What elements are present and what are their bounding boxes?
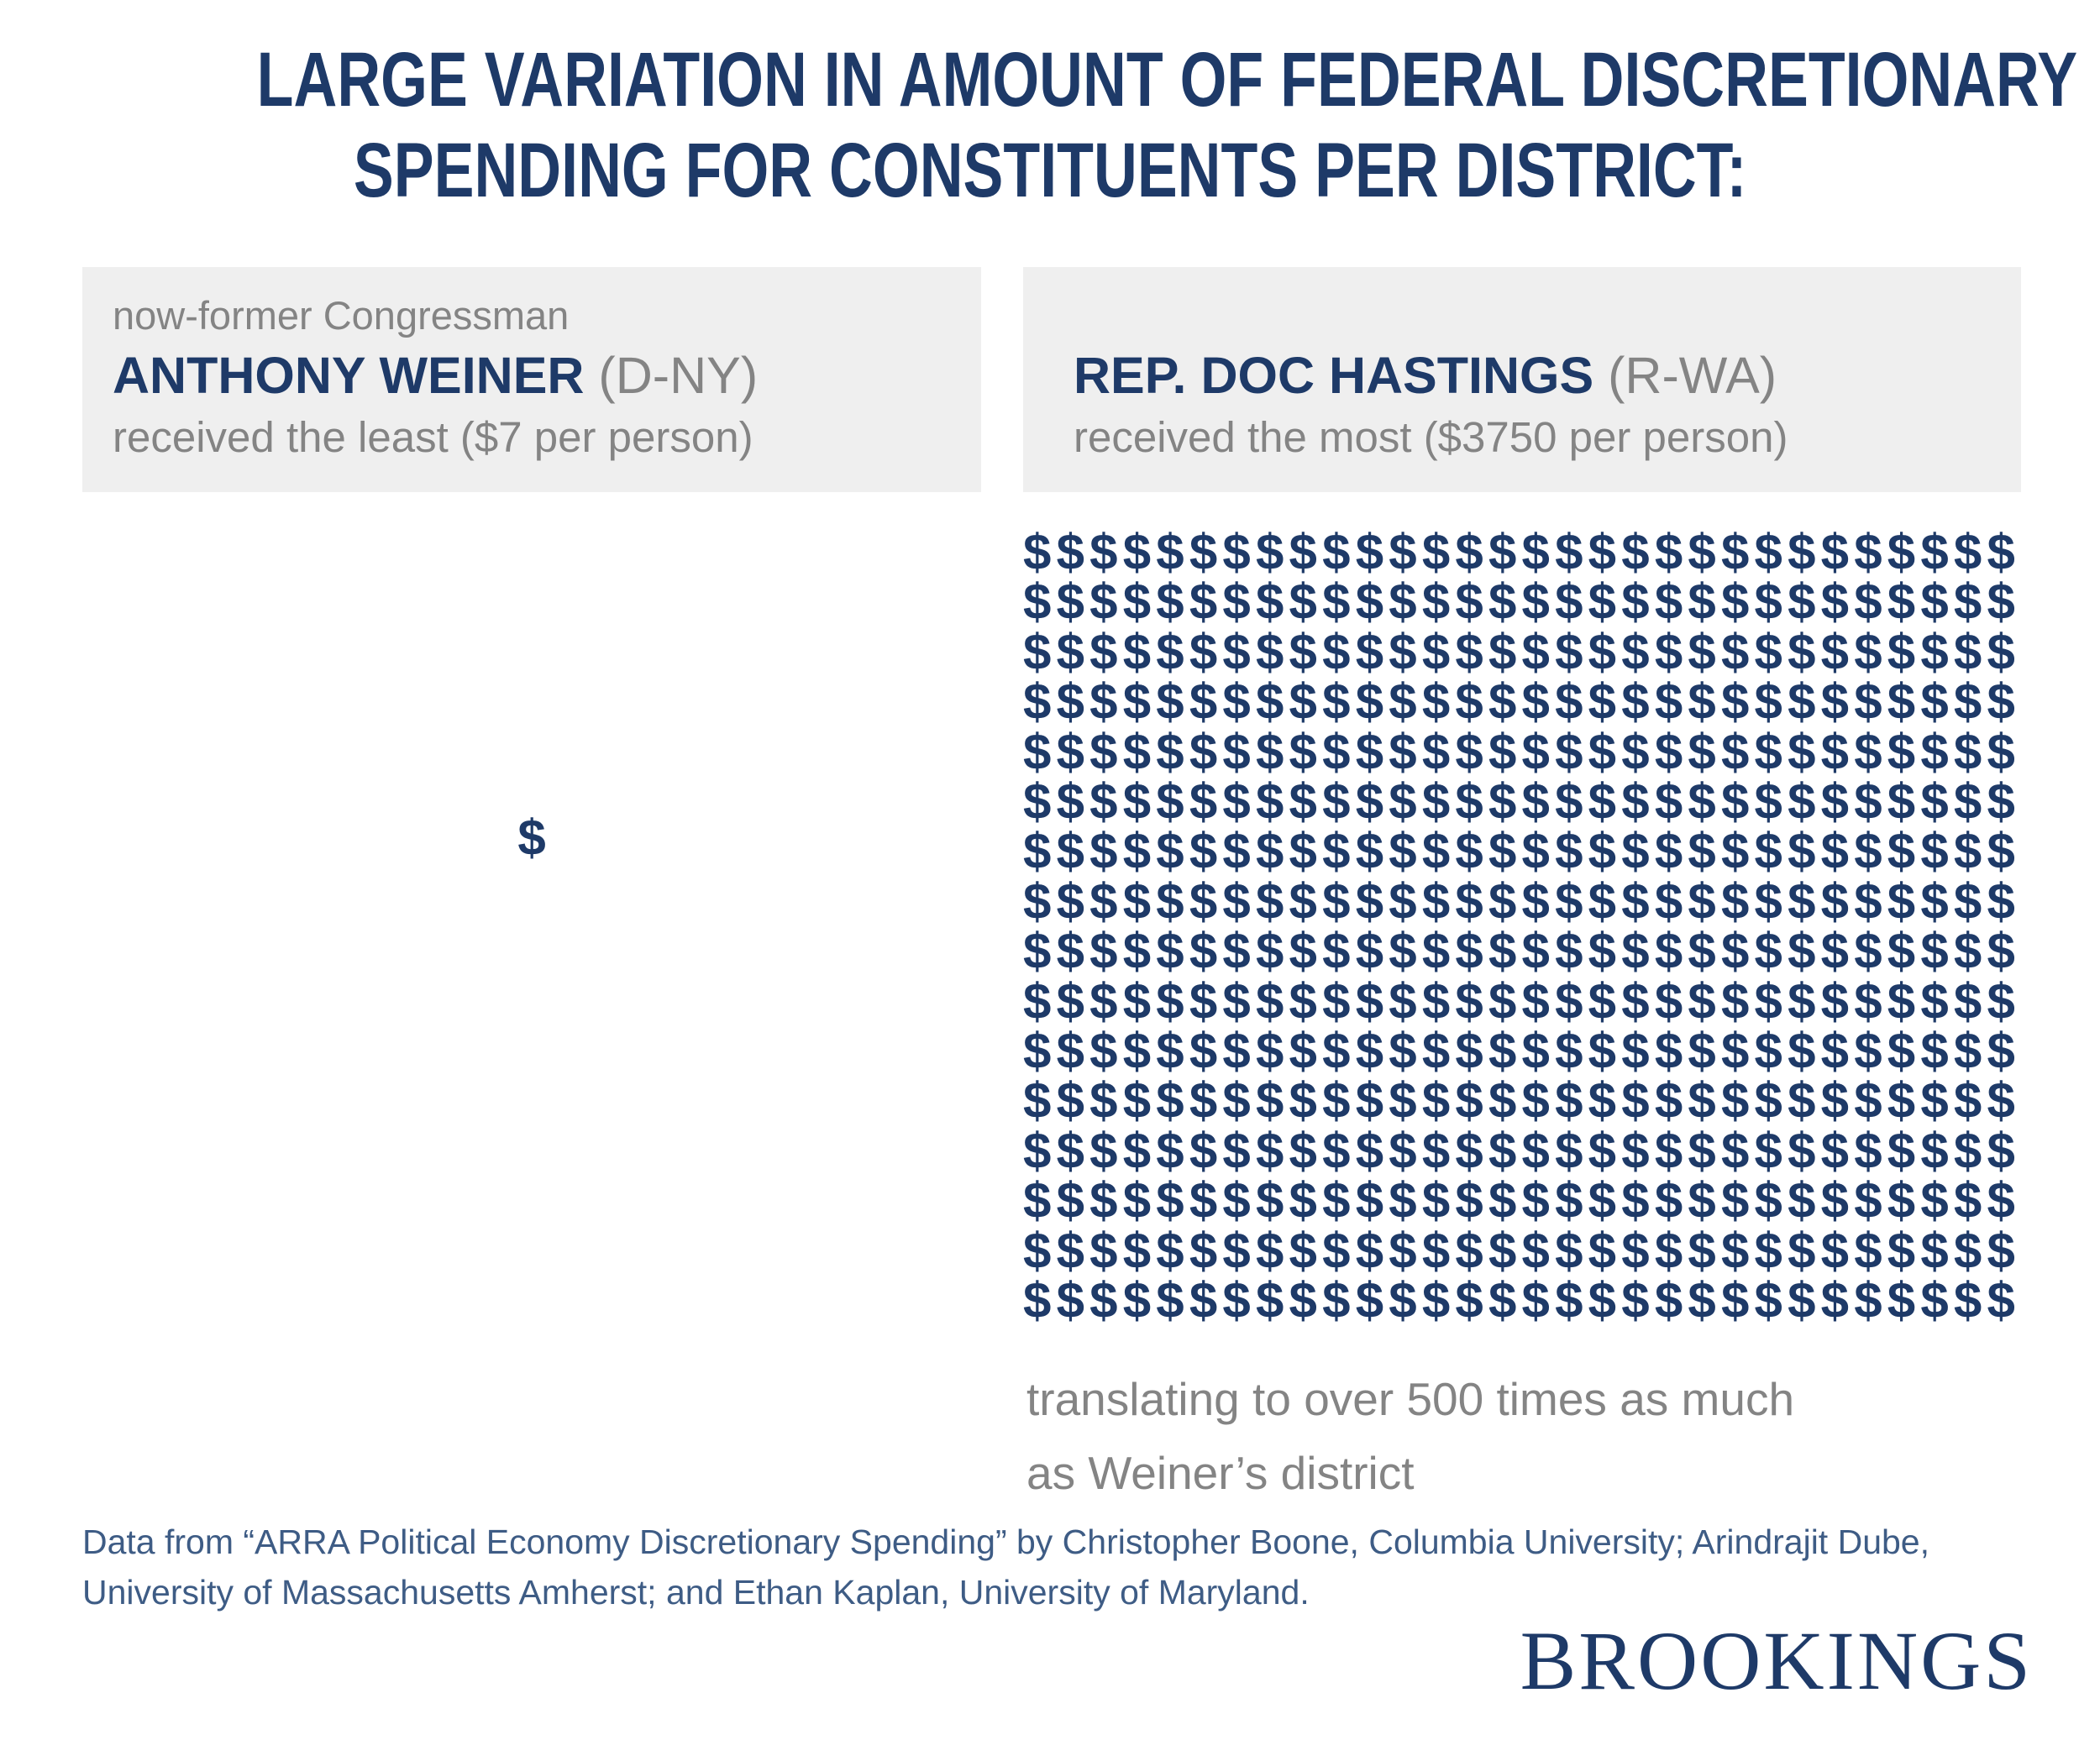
hastings-party: (R-WA)	[1608, 347, 1777, 404]
page-title-line1-text: LARGE VARIATION IN AMOUNT OF FEDERAL DIS…	[256, 37, 2078, 123]
hastings-name: REP. DOC HASTINGS	[1074, 347, 1594, 404]
dollar-grid-row: $$$$$$$$$$$$$$$$$$$$$$$$$$$$$$	[1023, 1272, 2021, 1329]
hastings-detail: received the most ($3750 per person)	[1074, 413, 1788, 461]
dollar-grid-row: $$$$$$$$$$$$$$$$$$$$$$$$$$$$$$	[1023, 1172, 2021, 1229]
weiner-party: (D-NY)	[598, 347, 759, 404]
dollar-grid-row: $$$$$$$$$$$$$$$$$$$$$$$$$$$$$$	[1023, 524, 2021, 580]
weiner-name: ANTHONY WEINER	[113, 347, 585, 404]
grid-caption: translating to over 500 times as much as…	[1026, 1362, 1794, 1510]
weiner-info-box: now-former Congressman ANTHONY WEINER (D…	[82, 267, 981, 492]
hastings-name-line: REP. DOC HASTINGS (R-WA)	[1074, 343, 2004, 408]
dollar-grid-row: $$$$$$$$$$$$$$$$$$$$$$$$$$$$$$	[1023, 1222, 2021, 1279]
grid-caption-line1: translating to over 500 times as much	[1026, 1373, 1795, 1425]
weiner-detail: received the least ($7 per person)	[113, 413, 753, 461]
data-source-note: Data from “ARRA Political Economy Discre…	[82, 1517, 1929, 1617]
dollar-grid-row: $$$$$$$$$$$$$$$$$$$$$$$$$$$$$$	[1023, 574, 2021, 631]
dollar-grid-row: $$$$$$$$$$$$$$$$$$$$$$$$$$$$$$	[1023, 1072, 2021, 1129]
dollar-grid-row: $$$$$$$$$$$$$$$$$$$$$$$$$$$$$$	[1023, 673, 2021, 731]
dollar-grid-row: $$$$$$$$$$$$$$$$$$$$$$$$$$$$$$	[1023, 972, 2021, 1030]
dollar-grid-row: $$$$$$$$$$$$$$$$$$$$$$$$$$$$$$	[1023, 1122, 2021, 1179]
dollar-grid-row: $$$$$$$$$$$$$$$$$$$$$$$$$$$$$$	[1023, 773, 2021, 831]
hastings-dollar-grid: $$$$$$$$$$$$$$$$$$$$$$$$$$$$$$ $$$$$$$$$$…	[1023, 527, 2020, 1326]
page-title-line1: LARGE VARIATION IN AMOUNT OF FEDERAL DIS…	[0, 34, 2100, 126]
grid-caption-line2: as Weiner’s district	[1026, 1447, 1415, 1499]
weiner-dollar-symbol: $	[517, 810, 546, 866]
brookings-logo: BROOKINGS	[1520, 1614, 2033, 1707]
dollar-grid-row: $$$$$$$$$$$$$$$$$$$$$$$$$$$$$$	[1023, 723, 2021, 780]
data-source-line1: Data from “ARRA Political Economy Discre…	[82, 1523, 1929, 1561]
hastings-info-box: REP. DOC HASTINGS (R-WA) received the mo…	[1023, 267, 2021, 492]
dollar-grid-row: $$$$$$$$$$$$$$$$$$$$$$$$$$$$$$	[1023, 1023, 2021, 1080]
page-title-line2: SPENDING FOR CONSTITUENTS PER DISTRICT:	[0, 124, 2100, 217]
dollar-grid-row: $$$$$$$$$$$$$$$$$$$$$$$$$$$$$$	[1023, 923, 2021, 980]
weiner-name-line: ANTHONY WEINER (D-NY)	[113, 343, 964, 408]
data-source-line2: University of Massachusetts Amherst; and…	[82, 1573, 1310, 1612]
dollar-grid-row: $$$$$$$$$$$$$$$$$$$$$$$$$$$$$$	[1023, 623, 2021, 680]
weiner-intro: now-former Congressman	[113, 293, 570, 338]
dollar-grid-row: $$$$$$$$$$$$$$$$$$$$$$$$$$$$$$	[1023, 873, 2021, 930]
page-title-line2-text: SPENDING FOR CONSTITUENTS PER DISTRICT:	[353, 128, 1747, 213]
dollar-grid-row: $$$$$$$$$$$$$$$$$$$$$$$$$$$$$$	[1023, 823, 2021, 880]
